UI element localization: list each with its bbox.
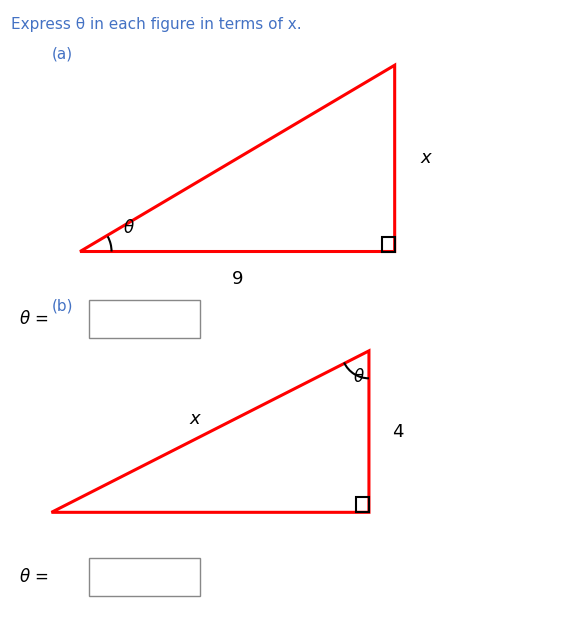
Text: 4: 4 [392,423,403,440]
Text: (a): (a) [51,47,73,61]
Text: x: x [420,150,431,167]
Text: $\theta$ =: $\theta$ = [19,568,49,586]
Bar [89,558,200,596]
Text: x: x [189,410,200,428]
Text: 9: 9 [232,270,243,288]
Bar [89,300,200,338]
Text: $\theta$ =: $\theta$ = [19,310,49,328]
Text: (b): (b) [51,298,73,313]
Text: Express θ in each figure in terms of x.: Express θ in each figure in terms of x. [11,17,302,32]
Text: $\theta$: $\theta$ [353,368,366,386]
Text: $\theta$: $\theta$ [123,219,135,237]
